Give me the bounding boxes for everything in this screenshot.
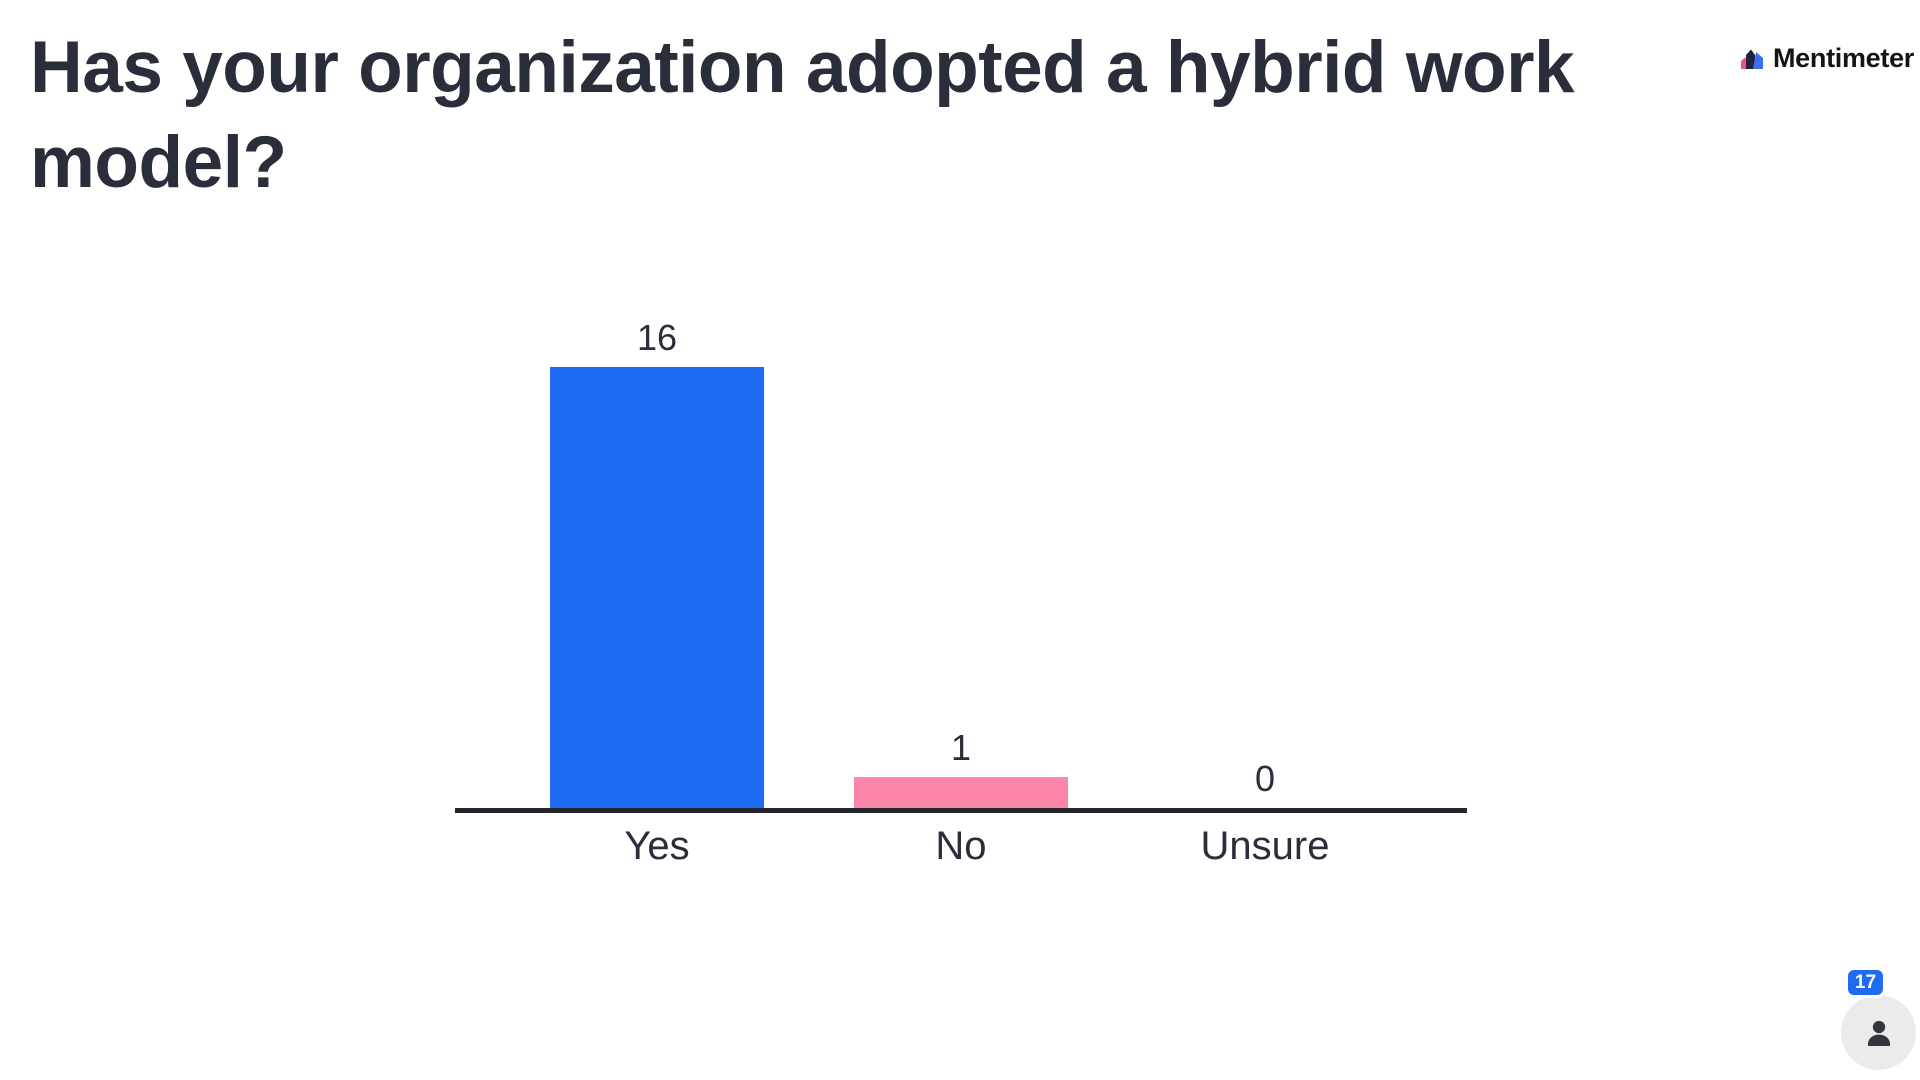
participant-avatar-circle[interactable] — [1841, 995, 1916, 1070]
participant-count-badge: 17 — [1845, 967, 1886, 998]
mentimeter-logo-icon — [1740, 47, 1765, 71]
bars-area: 16 1 0 — [455, 320, 1467, 808]
bar-no — [854, 777, 1068, 808]
bar-value-label-no: 1 — [950, 727, 972, 768]
person-icon — [1861, 1015, 1897, 1051]
bar-chart: 16 1 0 Yes No Unsure — [455, 320, 1467, 868]
category-label-no: No — [935, 824, 987, 868]
bar-column-no: 1 — [854, 320, 1068, 808]
bar-yes — [550, 367, 764, 808]
category-label-yes: Yes — [624, 824, 690, 868]
page-title: Has your organization adopted a hybrid w… — [30, 27, 1575, 203]
bar-value-label-yes: 16 — [636, 317, 678, 358]
category-labels-row: Yes No Unsure — [455, 824, 1467, 868]
mentimeter-logo: Mentimeter — [1740, 43, 1914, 74]
mentimeter-logo-label: Mentimeter — [1772, 43, 1914, 73]
bar-column-yes: 16 — [550, 320, 764, 808]
bar-column-unsure: 0 — [1158, 320, 1372, 808]
x-axis-line — [455, 808, 1467, 813]
participant-counter: 17 — [1841, 967, 1916, 1070]
bar-value-label-unsure: 0 — [1254, 758, 1276, 799]
category-label-unsure: Unsure — [1200, 824, 1330, 868]
